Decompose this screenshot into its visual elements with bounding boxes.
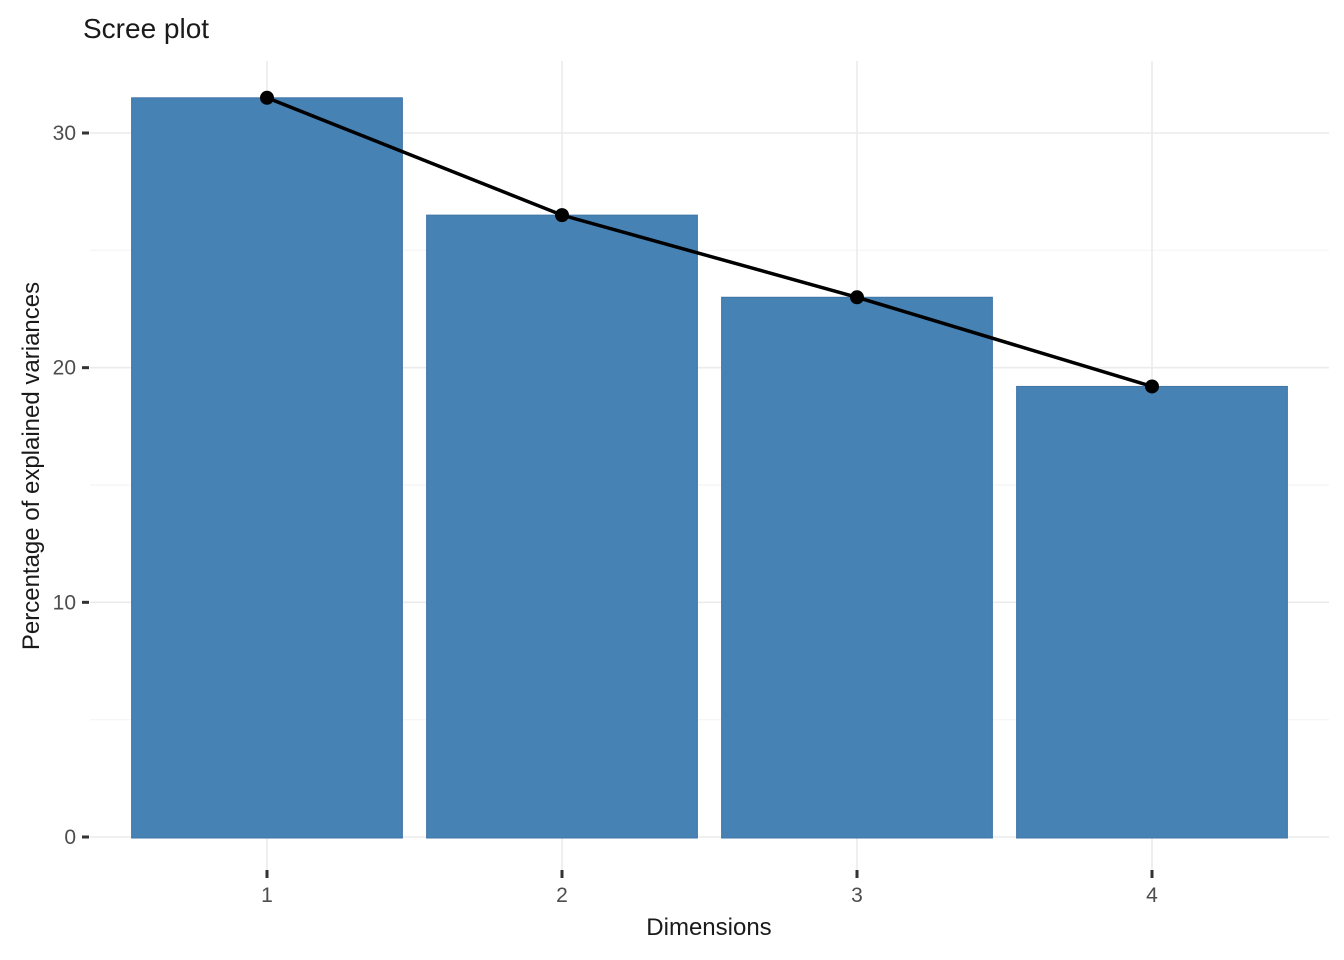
bar-dim-1: [131, 97, 403, 839]
bar-dim-3: [721, 296, 993, 839]
y-tick-label: 20: [53, 357, 76, 380]
x-tick-label: 1: [261, 884, 273, 907]
x-tick-label: 3: [851, 884, 863, 907]
point-dim-2: [555, 208, 569, 223]
y-tick-label: 30: [53, 122, 76, 145]
x-tick-label: 2: [556, 884, 568, 907]
bar-dim-2: [426, 214, 698, 839]
bar-dim-4: [1016, 385, 1288, 839]
y-tick-label: 10: [53, 591, 76, 614]
point-dim-4: [1145, 379, 1159, 394]
y-tick-label: 0: [64, 826, 76, 849]
x-axis-title: Dimensions: [646, 914, 772, 941]
eigenvalue-line: [265, 96, 1154, 389]
y-axis-title: Percentage of explained variances: [18, 281, 45, 651]
point-dim-1: [260, 90, 274, 105]
plot-title: Scree plot: [83, 13, 210, 44]
x-tick-label: 4: [1146, 884, 1158, 907]
point-dim-3: [850, 290, 864, 305]
